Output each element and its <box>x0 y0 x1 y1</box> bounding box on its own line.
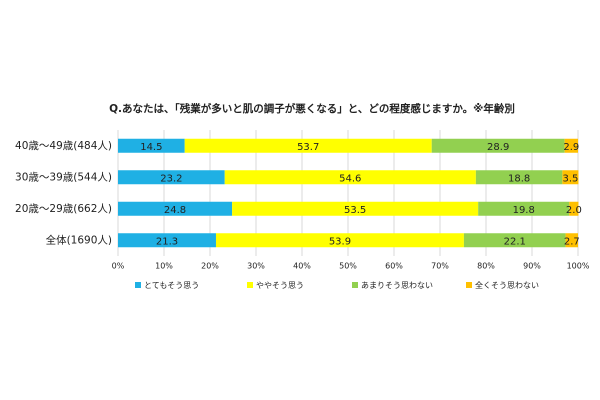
bar-segment <box>431 138 565 153</box>
legend-swatch <box>247 282 253 288</box>
data-label: 53.9 <box>329 236 351 247</box>
bar-segment <box>478 201 570 216</box>
bar-segment <box>224 170 476 185</box>
x-tick-label: 90% <box>523 262 541 271</box>
data-label: 3.5 <box>562 173 578 184</box>
x-tick-label: 10% <box>155 262 173 271</box>
bar-segment <box>118 170 225 185</box>
legend-label: ややそう思う <box>256 281 304 290</box>
bar-segment <box>569 201 579 216</box>
bar-segment <box>118 138 185 153</box>
legend-swatch <box>352 282 358 288</box>
bar-segment <box>463 233 566 248</box>
x-tick-label: 50% <box>339 262 357 271</box>
data-label: 21.3 <box>156 236 178 247</box>
bar-segment <box>562 170 579 185</box>
data-label: 22.1 <box>504 236 526 247</box>
x-tick-label: 20% <box>201 262 219 271</box>
bar-segment <box>232 201 479 216</box>
y-tick-label: 30歳～39歳(544人) <box>15 171 112 183</box>
data-label: 2.0 <box>566 205 582 216</box>
bar-segment <box>475 170 563 185</box>
data-label: 24.8 <box>164 205 186 216</box>
bar-segment <box>564 138 578 153</box>
data-label: 28.9 <box>487 142 509 153</box>
bar-segment <box>215 233 464 248</box>
y-tick-label: 20歳～29歳(662人) <box>15 203 112 215</box>
x-tick-label: 0% <box>112 262 125 271</box>
data-label: 53.5 <box>344 205 366 216</box>
bar-segment <box>184 138 432 153</box>
bar-segment <box>118 201 233 216</box>
x-tick-label: 60% <box>385 262 403 271</box>
y-tick-label: 全体(1690人) <box>46 233 112 246</box>
x-tick-label: 100% <box>567 262 590 271</box>
legend-swatch <box>135 282 141 288</box>
legend-label: あまりそう思わない <box>361 281 433 290</box>
data-label: 2.7 <box>564 236 580 247</box>
x-tick-label: 40% <box>293 262 311 271</box>
legend-label: とてもそう思う <box>144 281 199 290</box>
data-label: 54.6 <box>339 173 361 184</box>
legend-label: 全くそう思わない <box>475 280 539 290</box>
x-tick-label: 80% <box>477 262 495 271</box>
data-label: 19.8 <box>513 205 535 216</box>
y-tick-label: 40歳～49歳(484人) <box>15 140 112 152</box>
legend-swatch <box>466 282 472 288</box>
data-label: 53.7 <box>297 142 319 153</box>
x-tick-label: 70% <box>431 262 449 271</box>
bar-segment <box>565 233 578 248</box>
data-label: 2.9 <box>563 142 579 153</box>
chart-title: Q.あなたは、「残業が多いと肌の調子が悪くなる」と、どの程度感じますか。※年齢別 <box>109 102 515 115</box>
x-tick-label: 30% <box>247 262 265 271</box>
data-label: 23.2 <box>160 173 182 184</box>
data-label: 18.8 <box>508 173 530 184</box>
bar-segment <box>118 233 216 248</box>
data-label: 14.5 <box>140 142 162 153</box>
